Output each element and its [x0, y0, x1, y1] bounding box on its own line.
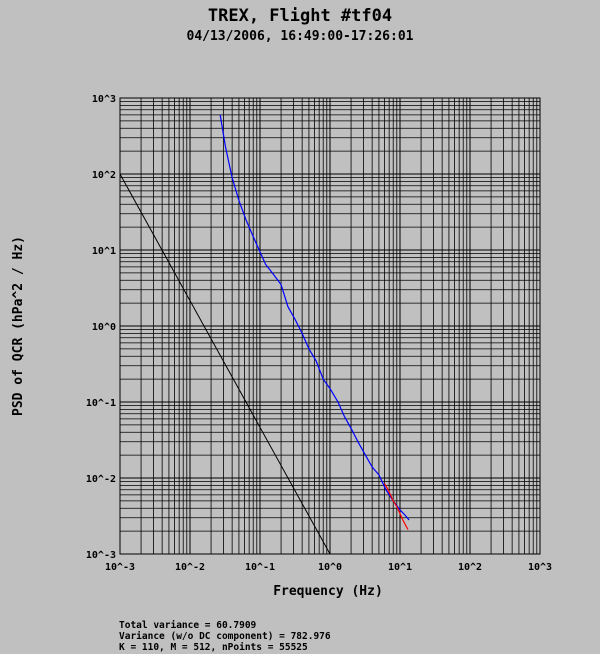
plot-frame	[119, 97, 541, 555]
chart-subtitle: 04/13/2006, 16:49:00-17:26:01	[187, 29, 414, 44]
y-tick-label: 10^0	[92, 322, 116, 333]
series-line-psd-smoothed	[383, 483, 409, 530]
grid	[119, 98, 540, 555]
x-tick-label: 10^-2	[175, 562, 205, 573]
chart-title: TREX, Flight #tf04	[208, 6, 392, 26]
x-tick-label: 10^0	[318, 562, 342, 573]
x-tick-label: 10^-1	[245, 562, 275, 573]
x-tick-label: 10^3	[528, 562, 552, 573]
y-tick-label: 10^2	[92, 170, 116, 181]
y-axis-label: PSD of QCR (hPa^2 / Hz)	[11, 236, 26, 416]
y-tick-label: 10^-1	[86, 398, 116, 409]
total-variance: Total variance = 60.7909	[119, 620, 257, 631]
x-tick-label: 10^-3	[105, 562, 135, 573]
statistics-footer: Total variance = 60.7909 Variance (w/o DC…	[119, 620, 331, 653]
x-axis-label: Frequency (Hz)	[273, 584, 383, 599]
y-tick-label: 10^-3	[86, 550, 116, 561]
fft-parameters: K = 110, M = 512, nPoints = 55525	[119, 642, 308, 653]
y-tick-label: 10^3	[92, 94, 116, 105]
x-tick-label: 10^1	[388, 562, 412, 573]
series-line-psd	[219, 114, 410, 521]
y-tick-label: 10^1	[92, 246, 116, 257]
variance-no-dc: Variance (w/o DC component) = 782.976	[119, 631, 331, 642]
y-tick-label: 10^-2	[86, 474, 116, 485]
tick-labels: 10^-3 10^-2 10^-1 10^0 10^1 10^2 10^3 10^-3 10^-…	[86, 94, 552, 573]
x-tick-label: 10^2	[458, 562, 482, 573]
series-line-reference-slope	[119, 173, 331, 555]
series-layer	[119, 114, 410, 555]
